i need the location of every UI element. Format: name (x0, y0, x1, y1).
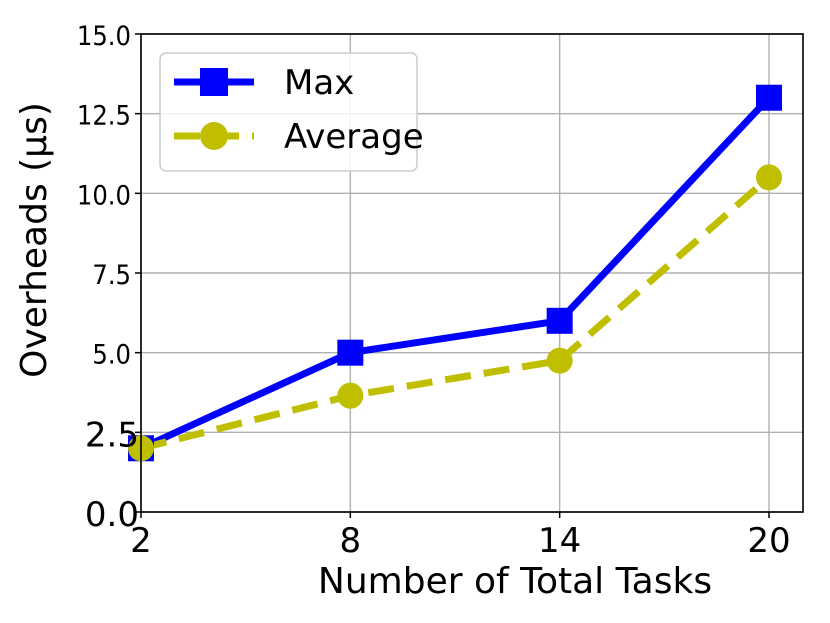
x-tick-label-2: 2 (130, 521, 152, 561)
y-tick-label-5.0: 5.0 (92, 339, 131, 371)
x-tick-label-8: 8 (340, 521, 362, 561)
legend-label-average: Average (284, 117, 424, 157)
series-line-max (139, 95, 772, 452)
x-tick-label-14: 14 (538, 521, 581, 561)
y-tick-label-7.5: 7.5 (92, 260, 131, 292)
data-point-average-14 (546, 347, 573, 374)
x-tick-label-20: 20 (747, 521, 790, 561)
series-line-average (140, 174, 772, 452)
series-lines (139, 95, 772, 452)
y-tick-label-2.5: 2.5 (85, 415, 139, 455)
data-point-average-20 (756, 164, 782, 191)
x-axis-label: Number of Total Tasks (318, 561, 712, 602)
y-axis-label: Overheads (μs) (14, 102, 55, 378)
data-point-average-8 (337, 382, 364, 409)
legend-marker-average (200, 122, 228, 150)
legend: Max Average (159, 52, 424, 172)
y-axis-ticks: 0.0 2.5 5.0 7.5 10.0 12.5 15.0 (77, 21, 141, 535)
y-tick-label-0.0: 0.0 (85, 495, 139, 535)
legend-marker-max (200, 68, 228, 96)
data-point-max-20 (756, 84, 782, 111)
x-axis-ticks: 2 8 14 20 (130, 512, 791, 561)
data-point-max-8 (337, 339, 364, 366)
y-tick-label-10.0: 10.0 (77, 180, 131, 212)
y-tick-label-15.0: 15.0 (77, 21, 131, 53)
y-tick-label-12.5: 12.5 (77, 100, 131, 132)
data-point-max-14 (546, 307, 573, 334)
legend-label-max: Max (284, 63, 354, 103)
